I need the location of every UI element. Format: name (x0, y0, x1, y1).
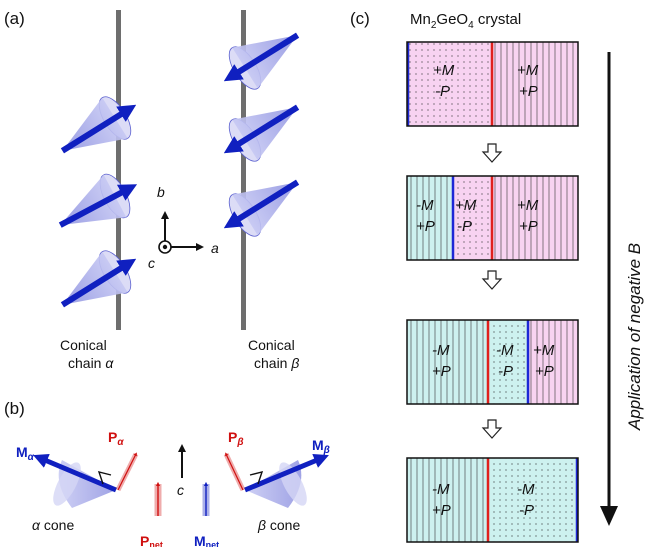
domain-p-label: +P (519, 83, 538, 100)
p-alpha-label: Pα (108, 429, 124, 448)
domain-p-label: -P (498, 363, 513, 380)
beta-cone-b (223, 452, 329, 508)
beta-cone-1 (219, 15, 311, 97)
alpha-cone-2 (49, 167, 140, 246)
domain-m-label: +M (455, 197, 477, 214)
alpha-cone-b (33, 452, 139, 508)
panel-c: (c) Mn2GeO4 crystal +M -P +M +P (350, 9, 644, 543)
alpha-cone-3 (50, 243, 142, 325)
domain-p-label: +P (432, 502, 451, 519)
svg-text:Conical: Conical (60, 337, 107, 353)
p-net-label: Pnet (140, 533, 163, 547)
chain-beta-rod (241, 10, 246, 330)
domain-state-3: -M +P -M -P +M +P (406, 319, 579, 405)
domain-m-label: -M (496, 342, 514, 359)
domain-state-4: -M +P -M -P (406, 457, 579, 543)
domain-m-label: -M (416, 197, 434, 214)
beta-cone-3 (219, 162, 311, 244)
axis-c-label: c (148, 255, 155, 271)
domain-m-label: +M (433, 62, 455, 79)
domain-p-label: +P (535, 363, 554, 380)
svg-text:chain α: chain α (68, 355, 114, 371)
domain-state-1: +M -P +M +P (406, 41, 579, 127)
panel-a: (a) b a c Conical chain α Conical chain … (4, 9, 310, 371)
m-beta-label: Mβ (312, 437, 330, 456)
chain-beta-label: Conical chain β (248, 337, 299, 371)
negative-b-label: Application of negative B (625, 243, 644, 431)
down-arrow-icon (481, 419, 503, 439)
svg-text:chain β: chain β (254, 355, 299, 371)
down-arrow-icon (481, 270, 503, 290)
alpha-cone-1 (50, 89, 142, 171)
crystal-title: Mn2GeO4 crystal (410, 11, 521, 31)
panel-b-label: (b) (4, 399, 25, 418)
chain-alpha-label: Conical chain α (60, 337, 114, 371)
domain-m-label: +M (517, 62, 539, 79)
domain-state-2: -M +P +M -P +M +P (406, 175, 579, 261)
c-axis-label: c (177, 482, 184, 498)
p-beta-label: Pβ (228, 429, 244, 448)
domain-m-label: +M (533, 342, 555, 359)
domain-p-label: +P (519, 218, 538, 235)
domain-m-label: -M (432, 342, 450, 359)
domain-m-label: -M (517, 481, 535, 498)
m-net-label: Mnet (194, 533, 219, 547)
beta-cone-2 (219, 87, 311, 169)
domain-m-label: -M (432, 481, 450, 498)
field-arrow-head (600, 506, 618, 526)
panel-b: (b) Mα Pα α cone c Pnet Mnet (4, 399, 330, 547)
alpha-cone-label: α cone (32, 517, 74, 533)
down-arrow-icon (481, 143, 503, 163)
m-alpha-label: Mα (16, 444, 35, 463)
domain-p-label: -P (519, 502, 534, 519)
axis-triad: b a c (148, 184, 219, 271)
domain-p-label: +P (432, 363, 451, 380)
domain-m-label: +M (517, 197, 539, 214)
domain-p-label: -P (435, 83, 450, 100)
chain-alpha-rod (116, 10, 121, 330)
svg-text:Conical: Conical (248, 337, 295, 353)
domain-p-label: +P (416, 218, 435, 235)
domain-p-label: -P (457, 218, 472, 235)
panel-c-label: (c) (350, 9, 370, 28)
axis-a-label: a (211, 240, 219, 256)
beta-cone-label: β cone (257, 517, 300, 533)
axis-b-label: b (157, 184, 165, 200)
panel-a-label: (a) (4, 9, 25, 28)
